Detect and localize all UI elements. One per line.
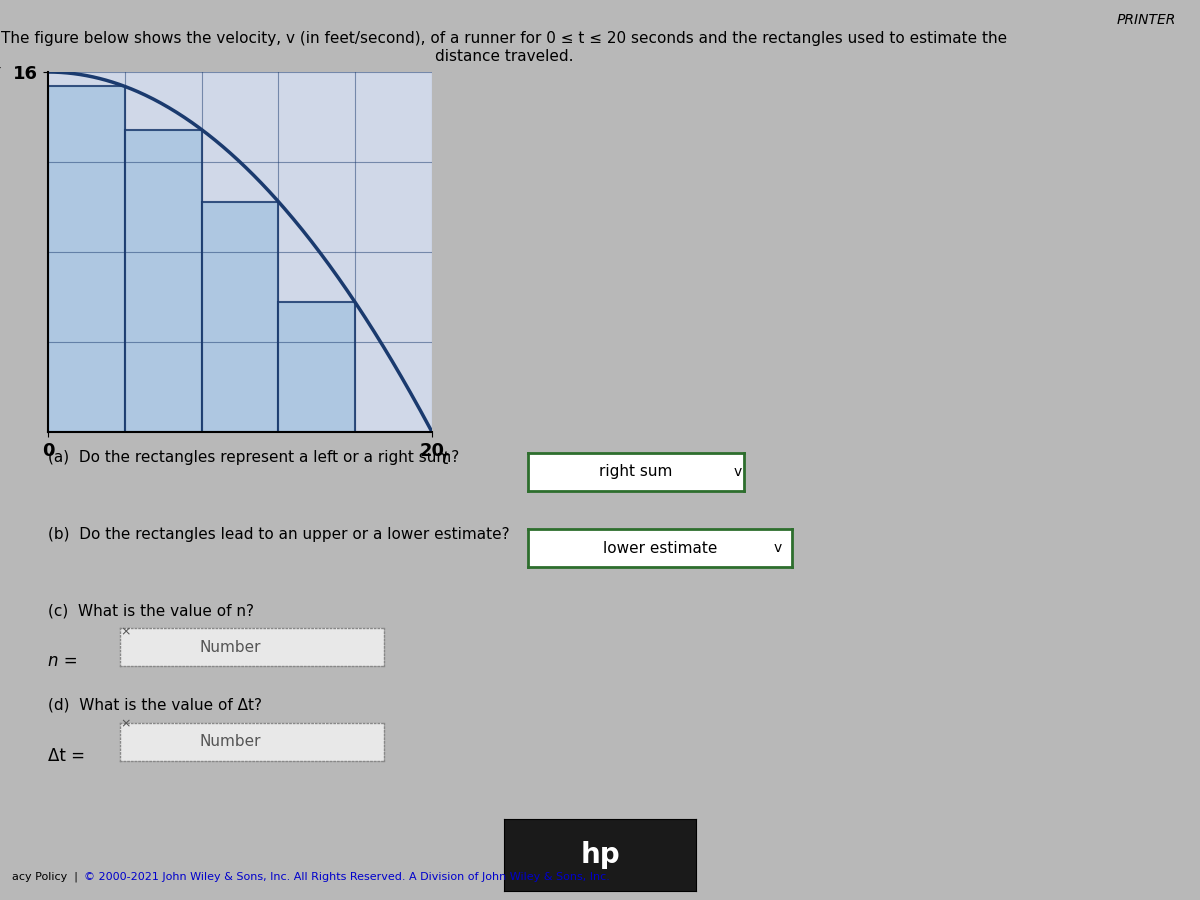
Text: v: v (734, 464, 742, 479)
Text: (d)  What is the value of Δt?: (d) What is the value of Δt? (48, 698, 262, 713)
Text: lower estimate: lower estimate (602, 541, 718, 555)
Text: Δt =: Δt = (48, 747, 90, 765)
Bar (202, 202, 278, 432)
Text: n =: n = (48, 652, 83, 670)
Text: ×: × (120, 717, 131, 730)
Text: t: t (442, 450, 449, 468)
Text: (b)  Do the rectangles lead to an upper or a lower estimate?: (b) Do the rectangles lead to an upper o… (48, 526, 510, 542)
Text: Number: Number (199, 640, 260, 654)
Bar (278, 302, 355, 432)
Bar (48, 86, 125, 432)
Text: hp: hp (580, 841, 620, 869)
Text: The figure below shows the velocity, v (in feet/second), of a runner for 0 ≤ t ≤: The figure below shows the velocity, v (… (1, 32, 1007, 64)
Text: © 2000-2021 John Wiley & Sons, Inc. All Rights Reserved. A Division of John Wile: © 2000-2021 John Wiley & Sons, Inc. All … (84, 872, 610, 882)
Text: acy Policy  |: acy Policy | (12, 871, 85, 882)
Text: v: v (774, 541, 781, 555)
Bar (125, 130, 202, 432)
Text: (a)  Do the rectangles represent a left or a right sum?: (a) Do the rectangles represent a left o… (48, 450, 460, 465)
Text: right sum: right sum (599, 464, 673, 479)
Text: ×: × (120, 626, 131, 638)
Text: Number: Number (199, 734, 260, 749)
Text: (c)  What is the value of n?: (c) What is the value of n? (48, 603, 254, 618)
Text: PRINTER: PRINTER (1117, 14, 1176, 28)
